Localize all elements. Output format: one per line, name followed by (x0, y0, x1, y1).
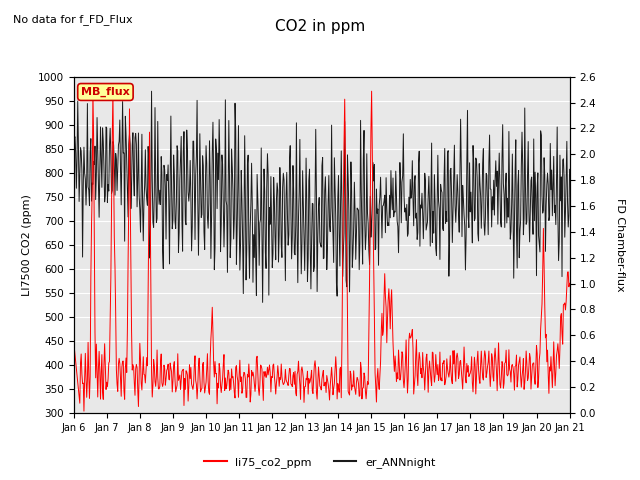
Text: No data for f_FD_Flux: No data for f_FD_Flux (13, 14, 132, 25)
Y-axis label: LI7500 CO2 (ppm): LI7500 CO2 (ppm) (22, 194, 32, 296)
Legend: li75_co2_ppm, er_ANNnight: li75_co2_ppm, er_ANNnight (200, 452, 440, 472)
Text: MB_flux: MB_flux (81, 87, 130, 97)
Text: CO2 in ppm: CO2 in ppm (275, 19, 365, 34)
Y-axis label: FD Chamber-flux: FD Chamber-flux (616, 198, 625, 292)
